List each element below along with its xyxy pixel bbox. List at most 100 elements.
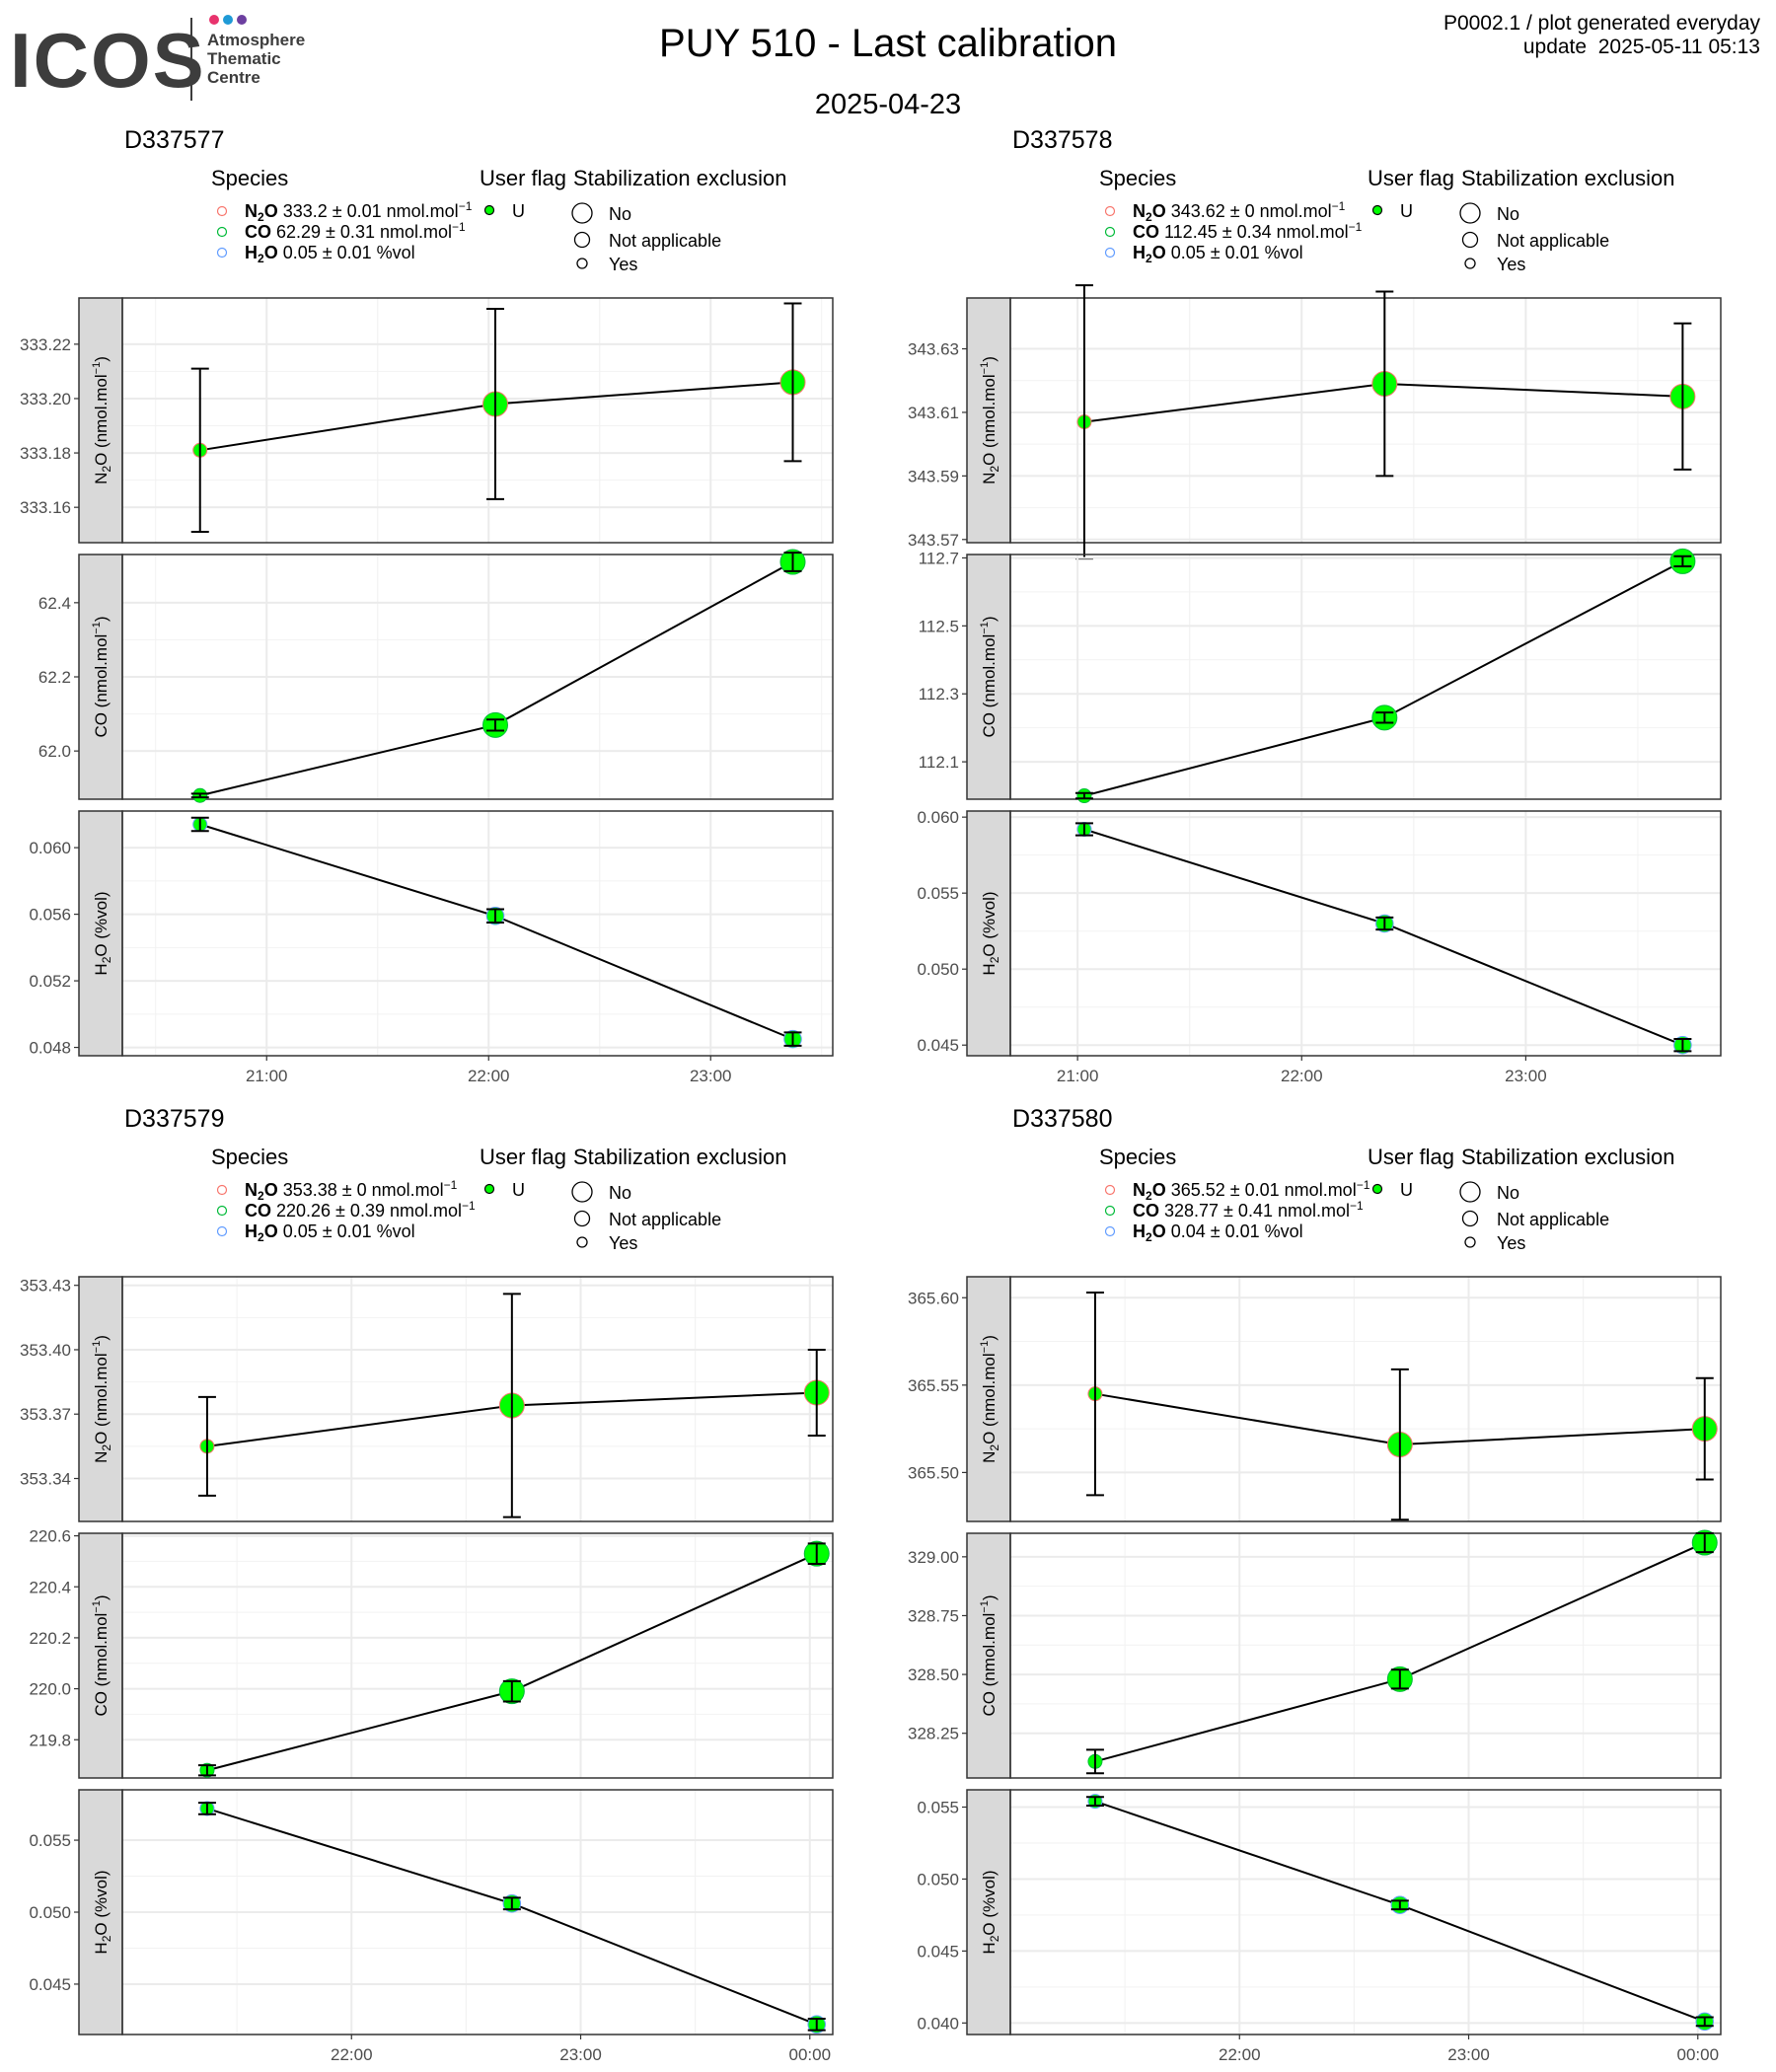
panel-border [1009,1532,1722,1779]
legend-title-species: Species [1099,166,1176,190]
legend-key-stab-na [573,1210,591,1227]
legend-stab-no: No [1497,1183,1519,1203]
legend-key-stab-no [571,1181,593,1203]
x-tick-label: 23:00 [559,2045,602,2064]
x-tick-label: 23:00 [690,1067,732,1085]
logo-text-line2: Thematic [207,49,281,68]
facet-name: D337578 [1012,126,1112,154]
y-tick-label: 0.040 [917,2014,959,2033]
legend-key-flag-u [483,1183,495,1195]
legend-key-n2o [216,1184,228,1196]
legend-key-stab-na [1461,1210,1479,1227]
panel-h2o: H2O (%vol) 0.048 0.052 0.056 0.060 [29,810,834,1058]
legend-key-stab-na [1461,231,1479,249]
legend-species-n2o: N2O 353.38 ± 0 nmol.mol−1 [245,1178,458,1203]
legend-stab-na: Not applicable [609,231,721,251]
y-tick-label: 0.050 [917,960,959,979]
y-tick-label: 329.00 [908,1548,959,1567]
legend-species-co: CO 62.29 ± 0.31 nmol.mol−1 [245,220,466,242]
legend-title-species: Species [211,166,288,190]
strip-background [966,810,1011,1057]
facet-D337580: D337580 Species User flag Stabilization exc… [908,1105,1722,2064]
panel-h2o: H2O (%vol) 0.045 0.050 0.055 0.060 [917,808,1722,1057]
x-tick-label: 22:00 [331,2045,373,2064]
y-tick-label: 0.045 [29,1975,71,1994]
y-tick-label: 353.34 [20,1469,71,1488]
logo-dot-blue [223,15,233,25]
x-tick-label: 22:00 [1219,2045,1261,2064]
y-tick-label: 328.25 [908,1725,959,1743]
panel-n2o: N2O (nmol.mol−1) 343.57 343.59 343.61 343.63 [908,284,1722,560]
panel-n2o: N2O (nmol.mol−1) 333.16 333.18 333.20 333.22 [20,297,834,544]
strip-background [78,1789,123,2035]
y-tick-label: 112.1 [919,753,959,772]
y-tick-label: 0.055 [29,1831,71,1850]
legend-stab-yes: Yes [1497,255,1525,274]
legend-key-h2o [216,1225,228,1237]
y-tick-label: 0.060 [917,808,959,827]
strip-label: N2O (nmol.mol−1) [979,1335,1001,1463]
legend-flag-u: U [1400,1180,1413,1200]
panel-border [121,810,834,1057]
y-tick-label: 0.048 [29,1039,71,1058]
series-line [1083,560,1683,797]
strip-background [78,1276,123,1522]
x-tick-label: 22:00 [1281,1067,1323,1085]
y-tick-label: 62.0 [38,742,71,761]
x-tick-label: 22:00 [468,1067,510,1085]
legend-key-h2o [1104,247,1116,259]
facet-name: D337577 [124,126,224,154]
legend-key-co [216,1205,228,1217]
y-tick-label: 365.50 [908,1463,959,1482]
strip-label: H2O (%vol) [92,1870,113,1954]
legend-key-stab-na [573,231,591,249]
y-tick-label: 0.045 [917,1942,959,1961]
panel-border [1009,554,1722,800]
logo-dot-purple [237,15,247,25]
y-tick-label: 333.18 [20,444,71,463]
strip-label: N2O (nmol.mol−1) [979,356,1001,484]
x-tick-label: 00:00 [1677,2045,1720,2064]
y-tick-label: 112.5 [919,617,959,635]
generation-info: P0002.1 / plot generated everyday update… [1443,12,1760,59]
strip-background [966,1276,1011,1522]
panel-border [121,1532,834,1779]
strip-label: CO (nmol.mol−1) [979,1594,999,1716]
legend-title-stabilization: Stabilization exclusion [573,166,786,190]
strip-label: H2O (%vol) [980,891,1001,975]
strip-label: H2O (%vol) [980,1870,1001,1954]
y-tick-label: 112.7 [919,549,959,567]
y-tick-label: 62.4 [38,594,71,613]
series-line [199,823,793,1041]
panel-co: CO (nmol.mol−1) 328.25 328.50 328.75 329.00 [908,1529,1722,1779]
legend-stab-na: Not applicable [1497,1210,1609,1229]
legend-key-flag-u [1371,1183,1383,1195]
y-tick-label: 328.50 [908,1665,959,1684]
x-tick-label: 21:00 [246,1067,288,1085]
y-tick-label: 328.75 [908,1606,959,1625]
logo-text-line1: Atmosphere [207,31,306,49]
y-tick-label: 112.3 [919,685,959,703]
series-line [1094,1541,1706,1763]
generation-info-line2: update 2025-05-11 05:13 [1522,36,1760,58]
y-tick-label: 62.2 [38,668,71,687]
calibration-date: 2025-04-23 [814,89,962,120]
facet-D337579: D337579 Species User flag Stabilization exc… [20,1105,834,2064]
series-line [199,560,793,797]
panel-border [1009,1789,1722,2035]
y-tick-label: 0.050 [29,1903,71,1922]
logo-dot-pink [209,15,219,25]
y-tick-label: 0.055 [917,1799,959,1817]
strip-label: N2O (nmol.mol−1) [91,356,113,484]
legend-title-species: Species [211,1145,288,1169]
legend-key-co [1104,1205,1116,1217]
legend-stab-no: No [609,1183,631,1203]
strip-background [78,554,123,800]
panel-h2o: H2O (%vol) 0.040 0.045 0.050 0.055 [917,1789,1722,2035]
legend-key-stab-no [1459,202,1481,224]
strip-background [966,297,1011,544]
legend-key-flag-u [1371,204,1383,216]
y-tick-label: 220.2 [29,1629,71,1648]
generation-info-line1: P0002.1 / plot generated everyday [1443,12,1760,35]
y-tick-label: 365.55 [908,1376,959,1395]
